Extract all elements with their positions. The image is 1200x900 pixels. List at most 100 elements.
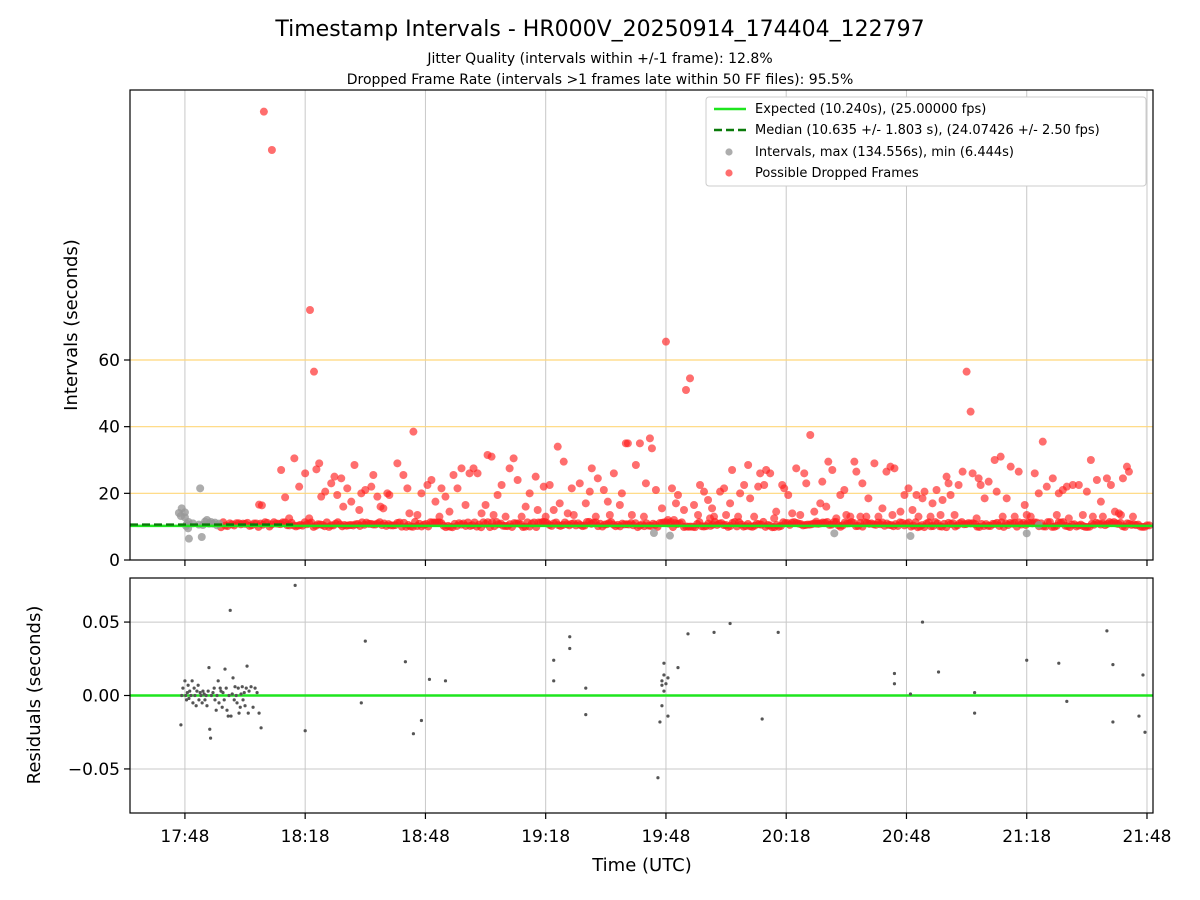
dropped-frame-point xyxy=(766,469,775,478)
residual-point xyxy=(184,698,189,702)
dropped-frame-point xyxy=(575,479,584,488)
residual-point xyxy=(191,701,195,705)
x-tick-label: 19:48 xyxy=(641,827,690,847)
dropped-frame-point xyxy=(657,504,666,513)
residual-point xyxy=(179,723,183,727)
dropped-frame-point xyxy=(1098,512,1107,521)
interval-point xyxy=(196,484,205,493)
dropped-frame-point xyxy=(740,481,749,489)
residual-point xyxy=(892,671,897,676)
residual-point xyxy=(234,693,238,698)
residual-point xyxy=(920,620,925,624)
dropped-frame-point xyxy=(1118,474,1127,483)
dropped-frame-point xyxy=(1020,501,1029,509)
residual-point xyxy=(666,714,670,718)
dropped-frame-point xyxy=(788,509,797,518)
residual-point xyxy=(552,679,556,683)
dropped-frame-point xyxy=(946,491,955,499)
dropped-frame-point xyxy=(908,506,917,514)
dropped-frame-point xyxy=(559,457,568,466)
dropped-frame-point xyxy=(976,481,985,489)
dropped-frame-point xyxy=(393,459,402,468)
dropped-frame-point xyxy=(690,501,699,509)
dropped-frame-point xyxy=(1038,437,1047,446)
dropped-frame-point xyxy=(321,487,330,496)
residual-point xyxy=(973,690,977,695)
dropped-frame-point xyxy=(1026,512,1035,521)
residual-point xyxy=(235,701,239,705)
legend-dropped-label: Possible Dropped Frames xyxy=(755,166,919,181)
dropped-frame-point xyxy=(944,479,953,488)
dropped-frame-point xyxy=(405,509,414,518)
dropped-frame-point xyxy=(990,456,999,464)
residual-point xyxy=(242,690,246,695)
dropped-frame-point xyxy=(330,472,339,481)
dropped-frame-point xyxy=(754,482,763,491)
residual-point xyxy=(201,689,205,693)
residual-point xyxy=(359,701,363,705)
dropped-frame-point xyxy=(645,434,654,443)
dropped-frame-point xyxy=(501,512,510,521)
residual-point xyxy=(760,717,764,721)
dropped-frame-point xyxy=(641,479,650,488)
residual-point xyxy=(196,683,200,687)
residual-point xyxy=(183,679,187,683)
residual-point xyxy=(660,704,664,708)
legend-expected-label: Expected (10.240s), (25.00000 fps) xyxy=(755,102,986,117)
residual-point xyxy=(222,698,226,702)
residual-point xyxy=(225,708,229,712)
dropped-frame-point xyxy=(784,491,793,499)
intervals-y-tick-label: 60 xyxy=(98,351,120,371)
dropped-frame-point xyxy=(639,512,648,521)
x-tick-label: 19:18 xyxy=(521,827,570,847)
residual-point xyxy=(1065,699,1069,703)
legend: Expected (10.240s), (25.00000 fps) Media… xyxy=(705,96,1147,187)
dropped-frame-point xyxy=(585,487,594,496)
dropped-frame-point xyxy=(720,484,729,493)
dropped-frame-point xyxy=(603,497,612,506)
residual-point xyxy=(184,693,188,698)
dropped-frame-point xyxy=(858,479,867,488)
residual-point xyxy=(293,583,297,587)
residuals-panel: 0.05 0.00 −0.05 17:48 18:18 18:48 19:18 19:48 2… xyxy=(24,577,1171,847)
residual-point xyxy=(228,608,232,612)
dropped-frame-point xyxy=(888,511,897,519)
x-tick-label: 17:48 xyxy=(160,827,209,847)
dropped-frame-point xyxy=(671,499,680,508)
dropped-frame-point xyxy=(694,511,703,519)
residual-point xyxy=(208,727,212,731)
dropped-frame-point xyxy=(563,509,572,518)
dropped-frame-point xyxy=(661,337,670,346)
dropped-frame-point xyxy=(1078,511,1087,519)
dropped-frame-point xyxy=(1064,514,1073,523)
residual-point xyxy=(660,683,664,687)
residual-point xyxy=(259,726,263,730)
dropped-frame-point xyxy=(445,507,454,516)
dropped-frame-point xyxy=(417,489,426,498)
dropped-frame-point xyxy=(772,507,781,516)
residuals-y-tick-label: 0.00 xyxy=(82,687,120,707)
residual-point xyxy=(197,698,201,702)
dropped-frame-point xyxy=(673,491,682,499)
dropped-frame-point xyxy=(1102,474,1111,483)
dropped-frame-point xyxy=(792,464,801,473)
residual-point xyxy=(1025,658,1029,662)
dropped-frame-point xyxy=(710,512,719,521)
residual-point xyxy=(419,718,424,723)
residual-point xyxy=(664,682,668,686)
dropped-frame-point xyxy=(1092,476,1101,484)
residual-point xyxy=(936,670,941,674)
residual-point xyxy=(303,729,307,733)
dropped-frame-point xyxy=(864,494,873,503)
dropped-frame-point xyxy=(1074,481,1083,489)
dropped-frame-point xyxy=(914,512,923,521)
residual-point xyxy=(195,689,199,693)
residual-point xyxy=(776,630,780,634)
residual-point xyxy=(213,698,217,702)
residual-point xyxy=(194,704,198,708)
dropped-frame-point xyxy=(623,439,632,448)
dropped-frame-point xyxy=(824,457,833,466)
residual-point xyxy=(1105,629,1109,633)
dropped-frame-point xyxy=(521,502,530,511)
dropped-frame-point xyxy=(437,484,446,493)
